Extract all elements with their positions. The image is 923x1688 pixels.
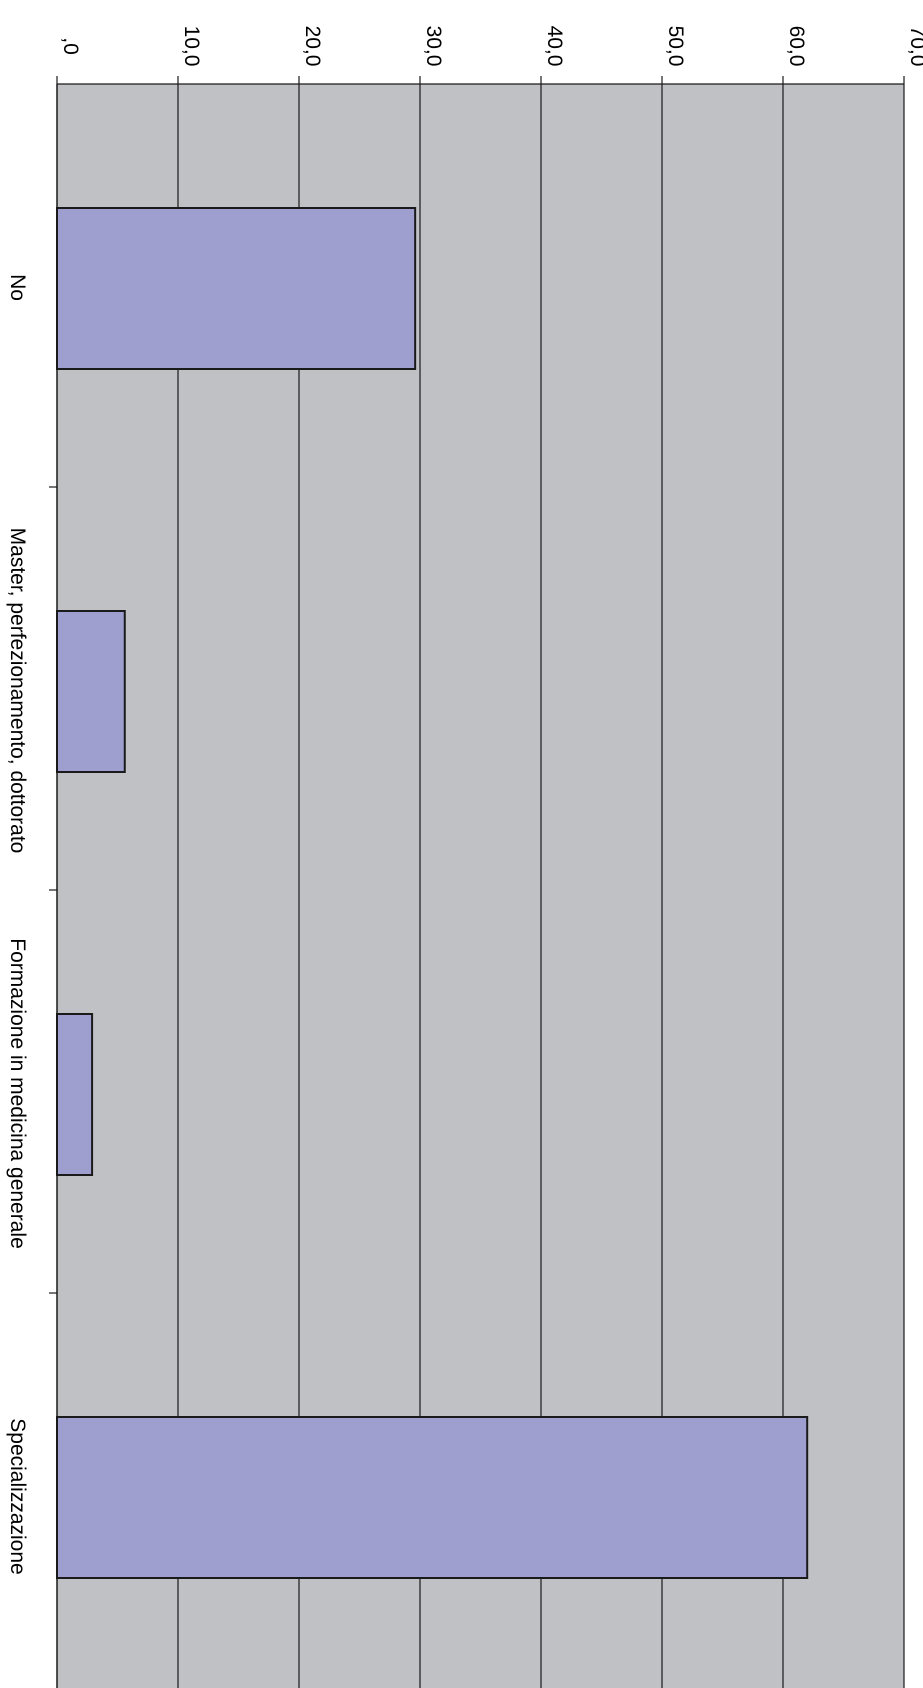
bar xyxy=(56,610,126,773)
tick-label: 20,0 xyxy=(301,26,324,67)
category-label: Specializzazione xyxy=(6,1418,29,1574)
tick-label: 10,0 xyxy=(180,26,203,67)
tick-label: 30,0 xyxy=(422,26,445,67)
tick-label: 70,0 xyxy=(906,26,923,67)
bar xyxy=(56,1416,809,1579)
tick-label: 50,0 xyxy=(664,26,687,67)
bar xyxy=(56,207,417,370)
tick-label: 60,0 xyxy=(785,26,808,67)
tick-label: ,0 xyxy=(59,37,82,55)
tick-label: 40,0 xyxy=(543,26,566,67)
bar xyxy=(56,1013,94,1176)
category-label: No xyxy=(6,274,29,301)
category-label: Formazione in medicina generale xyxy=(6,938,29,1249)
chart-plot: ,0 10,0 20,0 30,0 40,0 50,0 60,0 70,0 No Master, … xyxy=(6,26,923,1688)
category-label: Master, perfezionamento, dottorato xyxy=(6,528,29,854)
